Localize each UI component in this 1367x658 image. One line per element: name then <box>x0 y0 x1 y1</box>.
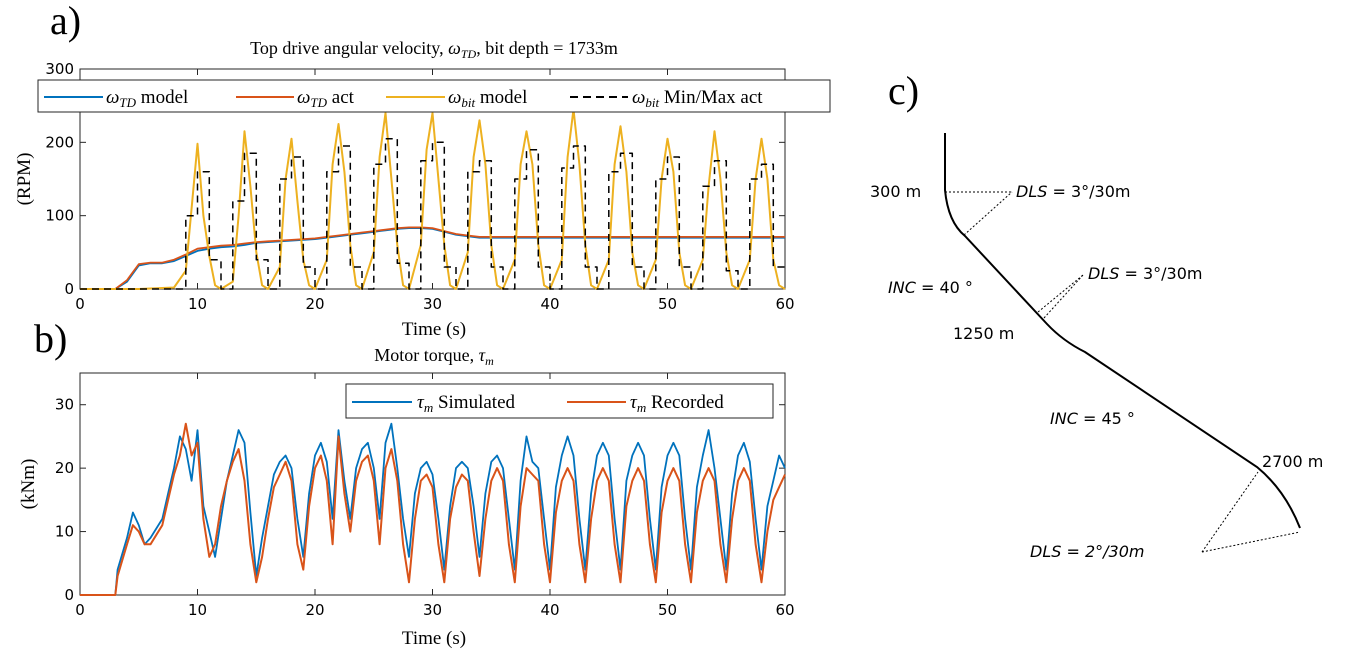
chart-a-xtick-label: 10 <box>188 295 207 313</box>
chart-a-velocity: Top drive angular velocity, ωTD, bit dep… <box>14 38 831 340</box>
dls2-dotted-2 <box>1043 274 1084 319</box>
chart-a-xtick-label: 20 <box>305 295 324 313</box>
panel-label-b: b) <box>34 316 67 361</box>
dls1-dotted-diagonal <box>963 191 1013 236</box>
chart-b-ytick-label: 30 <box>55 396 74 414</box>
dls3-dotted-2 <box>1201 531 1301 553</box>
well-path <box>944 133 1301 529</box>
chart-b-ytick-label: 0 <box>64 586 74 604</box>
legend-label-b-2: τm Recorded <box>630 392 724 415</box>
chart-a-legend: ωTD model ωTD act ωbit model ωbit Min/Ma… <box>37 79 831 113</box>
chart-b-title: Motor torque, τm <box>374 345 494 368</box>
chart-b-xtick-label: 50 <box>658 601 677 619</box>
chart-a-xtick-label: 60 <box>775 295 794 313</box>
legend-label-a-2: ωTD act <box>297 87 355 110</box>
dls2-label: DLS = 3°/30m <box>1088 264 1202 283</box>
chart-b-xtick-label: 0 <box>75 601 85 619</box>
inc2-label: INC = 45 ° <box>1050 409 1135 428</box>
chart-a-xlabel: Time (s) <box>402 319 466 340</box>
chart-b-ytick-label: 10 <box>55 523 74 541</box>
chart-b-ytick-label: 20 <box>55 459 74 477</box>
chart-b-torque: Motor torque, τm 0 10 20 30 40 50 60 0 10 20 30 Ti… <box>18 345 795 649</box>
depth3-label: 2700 m <box>1262 452 1323 471</box>
chart-b-xtick-label: 30 <box>423 601 442 619</box>
chart-a-ytick-label: 100 <box>45 207 74 225</box>
chart-b-xtick-label: 60 <box>775 601 794 619</box>
panel-label-c: c) <box>888 68 919 113</box>
well-trajectory-diagram: 300 m DLS = 3°/30m INC = 40 ° DLS = 3°/3… <box>870 133 1323 561</box>
dls2-dotted-1 <box>1037 274 1084 313</box>
chart-a-xtick-label: 30 <box>423 295 442 313</box>
chart-a-series-4 <box>80 137 785 290</box>
chart-a-xtick-label: 50 <box>658 295 677 313</box>
panel-label-a: a) <box>50 0 81 43</box>
chart-b-xtick-label: 10 <box>188 601 207 619</box>
dls3-label: DLS = 2°/30m <box>1030 542 1144 561</box>
chart-b-ylabel: (kNm) <box>18 459 39 510</box>
chart-a-xtick-label: 0 <box>75 295 85 313</box>
chart-b-xtick-label: 20 <box>305 601 324 619</box>
inc1-label: INC = 40 ° <box>888 278 973 297</box>
chart-b-legend: τm Simulated τm Recorded <box>345 383 774 419</box>
chart-b-xlabel: Time (s) <box>402 628 466 649</box>
legend-label-a-1: ωTD model <box>106 87 188 110</box>
legend-label-b-1: τm Simulated <box>417 392 516 415</box>
chart-a-title: Top drive angular velocity, ωTD, bit dep… <box>250 38 618 61</box>
chart-a-legend-box <box>37 79 831 113</box>
chart-b-xtick-label: 40 <box>540 601 559 619</box>
chart-b-series-2 <box>80 422 786 596</box>
dls3-dotted-1 <box>1201 471 1259 553</box>
chart-a-ytick-label: 300 <box>45 60 74 78</box>
kop-depth-label: 300 m <box>870 182 921 201</box>
depth2-label: 1250 m <box>953 324 1014 343</box>
chart-a-series-3 <box>80 108 786 290</box>
chart-a-ylabel: (RPM) <box>14 153 35 206</box>
legend-label-a-3: ωbit model <box>448 87 527 110</box>
dls1-label: DLS = 3°/30m <box>1016 182 1130 201</box>
legend-label-a-4: ωbit Min/Max act <box>632 87 763 110</box>
chart-b-legend-box <box>345 383 774 419</box>
chart-a-ytick-label: 200 <box>45 133 74 151</box>
chart-a-xtick-label: 40 <box>540 295 559 313</box>
chart-a-series-2 <box>80 226 785 290</box>
chart-a-ytick-label: 0 <box>64 280 74 298</box>
